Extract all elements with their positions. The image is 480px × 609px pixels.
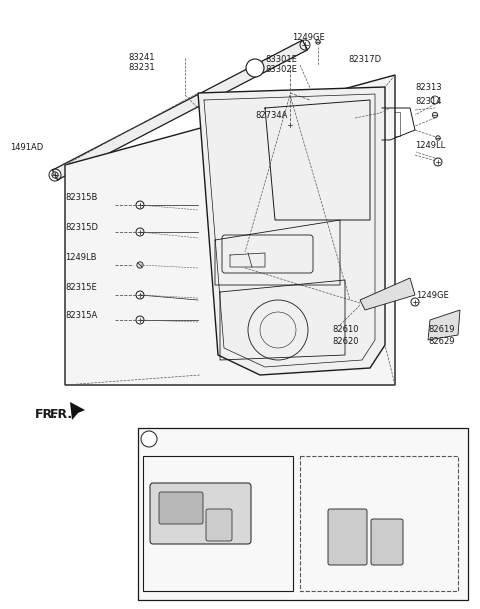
Text: 1249GE: 1249GE <box>416 290 449 300</box>
Bar <box>138 428 468 600</box>
Circle shape <box>316 40 320 44</box>
Text: 82629: 82629 <box>428 337 455 347</box>
Text: a: a <box>146 434 152 443</box>
Polygon shape <box>428 310 460 340</box>
Polygon shape <box>52 40 308 180</box>
Text: a: a <box>252 63 258 72</box>
Text: 83231: 83231 <box>128 63 155 72</box>
Text: 93581F: 93581F <box>195 571 227 580</box>
Polygon shape <box>70 402 85 420</box>
Circle shape <box>52 172 58 178</box>
Text: 93752: 93752 <box>337 574 363 582</box>
Text: 93580R: 93580R <box>182 468 214 477</box>
Text: (W/SEAT WARMER: (W/SEAT WARMER <box>341 466 417 476</box>
Circle shape <box>432 112 438 118</box>
Text: 82313: 82313 <box>415 83 442 93</box>
Text: 83302E: 83302E <box>265 66 297 74</box>
Text: FR.: FR. <box>50 409 73 421</box>
Text: 93580L: 93580L <box>182 459 214 468</box>
FancyBboxPatch shape <box>159 492 203 524</box>
FancyBboxPatch shape <box>328 509 367 565</box>
Polygon shape <box>65 75 395 385</box>
Text: 1249GE: 1249GE <box>292 32 324 41</box>
Text: 82610: 82610 <box>332 325 359 334</box>
Text: 82315E: 82315E <box>65 284 97 292</box>
FancyBboxPatch shape <box>206 509 232 541</box>
Bar <box>143 456 293 591</box>
Text: 82619: 82619 <box>428 325 455 334</box>
Text: 82734A: 82734A <box>255 110 288 119</box>
Circle shape <box>436 136 440 140</box>
Circle shape <box>137 262 143 268</box>
Polygon shape <box>360 278 415 310</box>
Bar <box>300 456 458 591</box>
Text: 93581F: 93581F <box>352 563 384 572</box>
Polygon shape <box>198 87 385 375</box>
Text: 82620: 82620 <box>332 337 359 347</box>
FancyBboxPatch shape <box>371 519 403 565</box>
Text: (HEATER)-ON/OFF): (HEATER)-ON/OFF) <box>340 479 418 487</box>
Circle shape <box>141 431 157 447</box>
Text: FR.: FR. <box>35 409 58 421</box>
Text: 83241: 83241 <box>128 54 155 63</box>
Text: 83301E: 83301E <box>265 55 297 65</box>
Text: 1249LL: 1249LL <box>415 141 445 149</box>
Text: 93582A: 93582A <box>148 462 180 471</box>
Text: 82314: 82314 <box>415 97 442 107</box>
Text: 82315B: 82315B <box>65 194 97 203</box>
Text: 82315D: 82315D <box>65 224 98 233</box>
Circle shape <box>246 59 264 77</box>
Text: 82315A: 82315A <box>65 311 97 320</box>
Text: 93582B: 93582B <box>148 471 180 481</box>
FancyBboxPatch shape <box>150 483 251 544</box>
Text: 82317D: 82317D <box>348 55 381 65</box>
Text: 1491AD: 1491AD <box>10 144 43 152</box>
Text: 1249LB: 1249LB <box>65 253 96 262</box>
